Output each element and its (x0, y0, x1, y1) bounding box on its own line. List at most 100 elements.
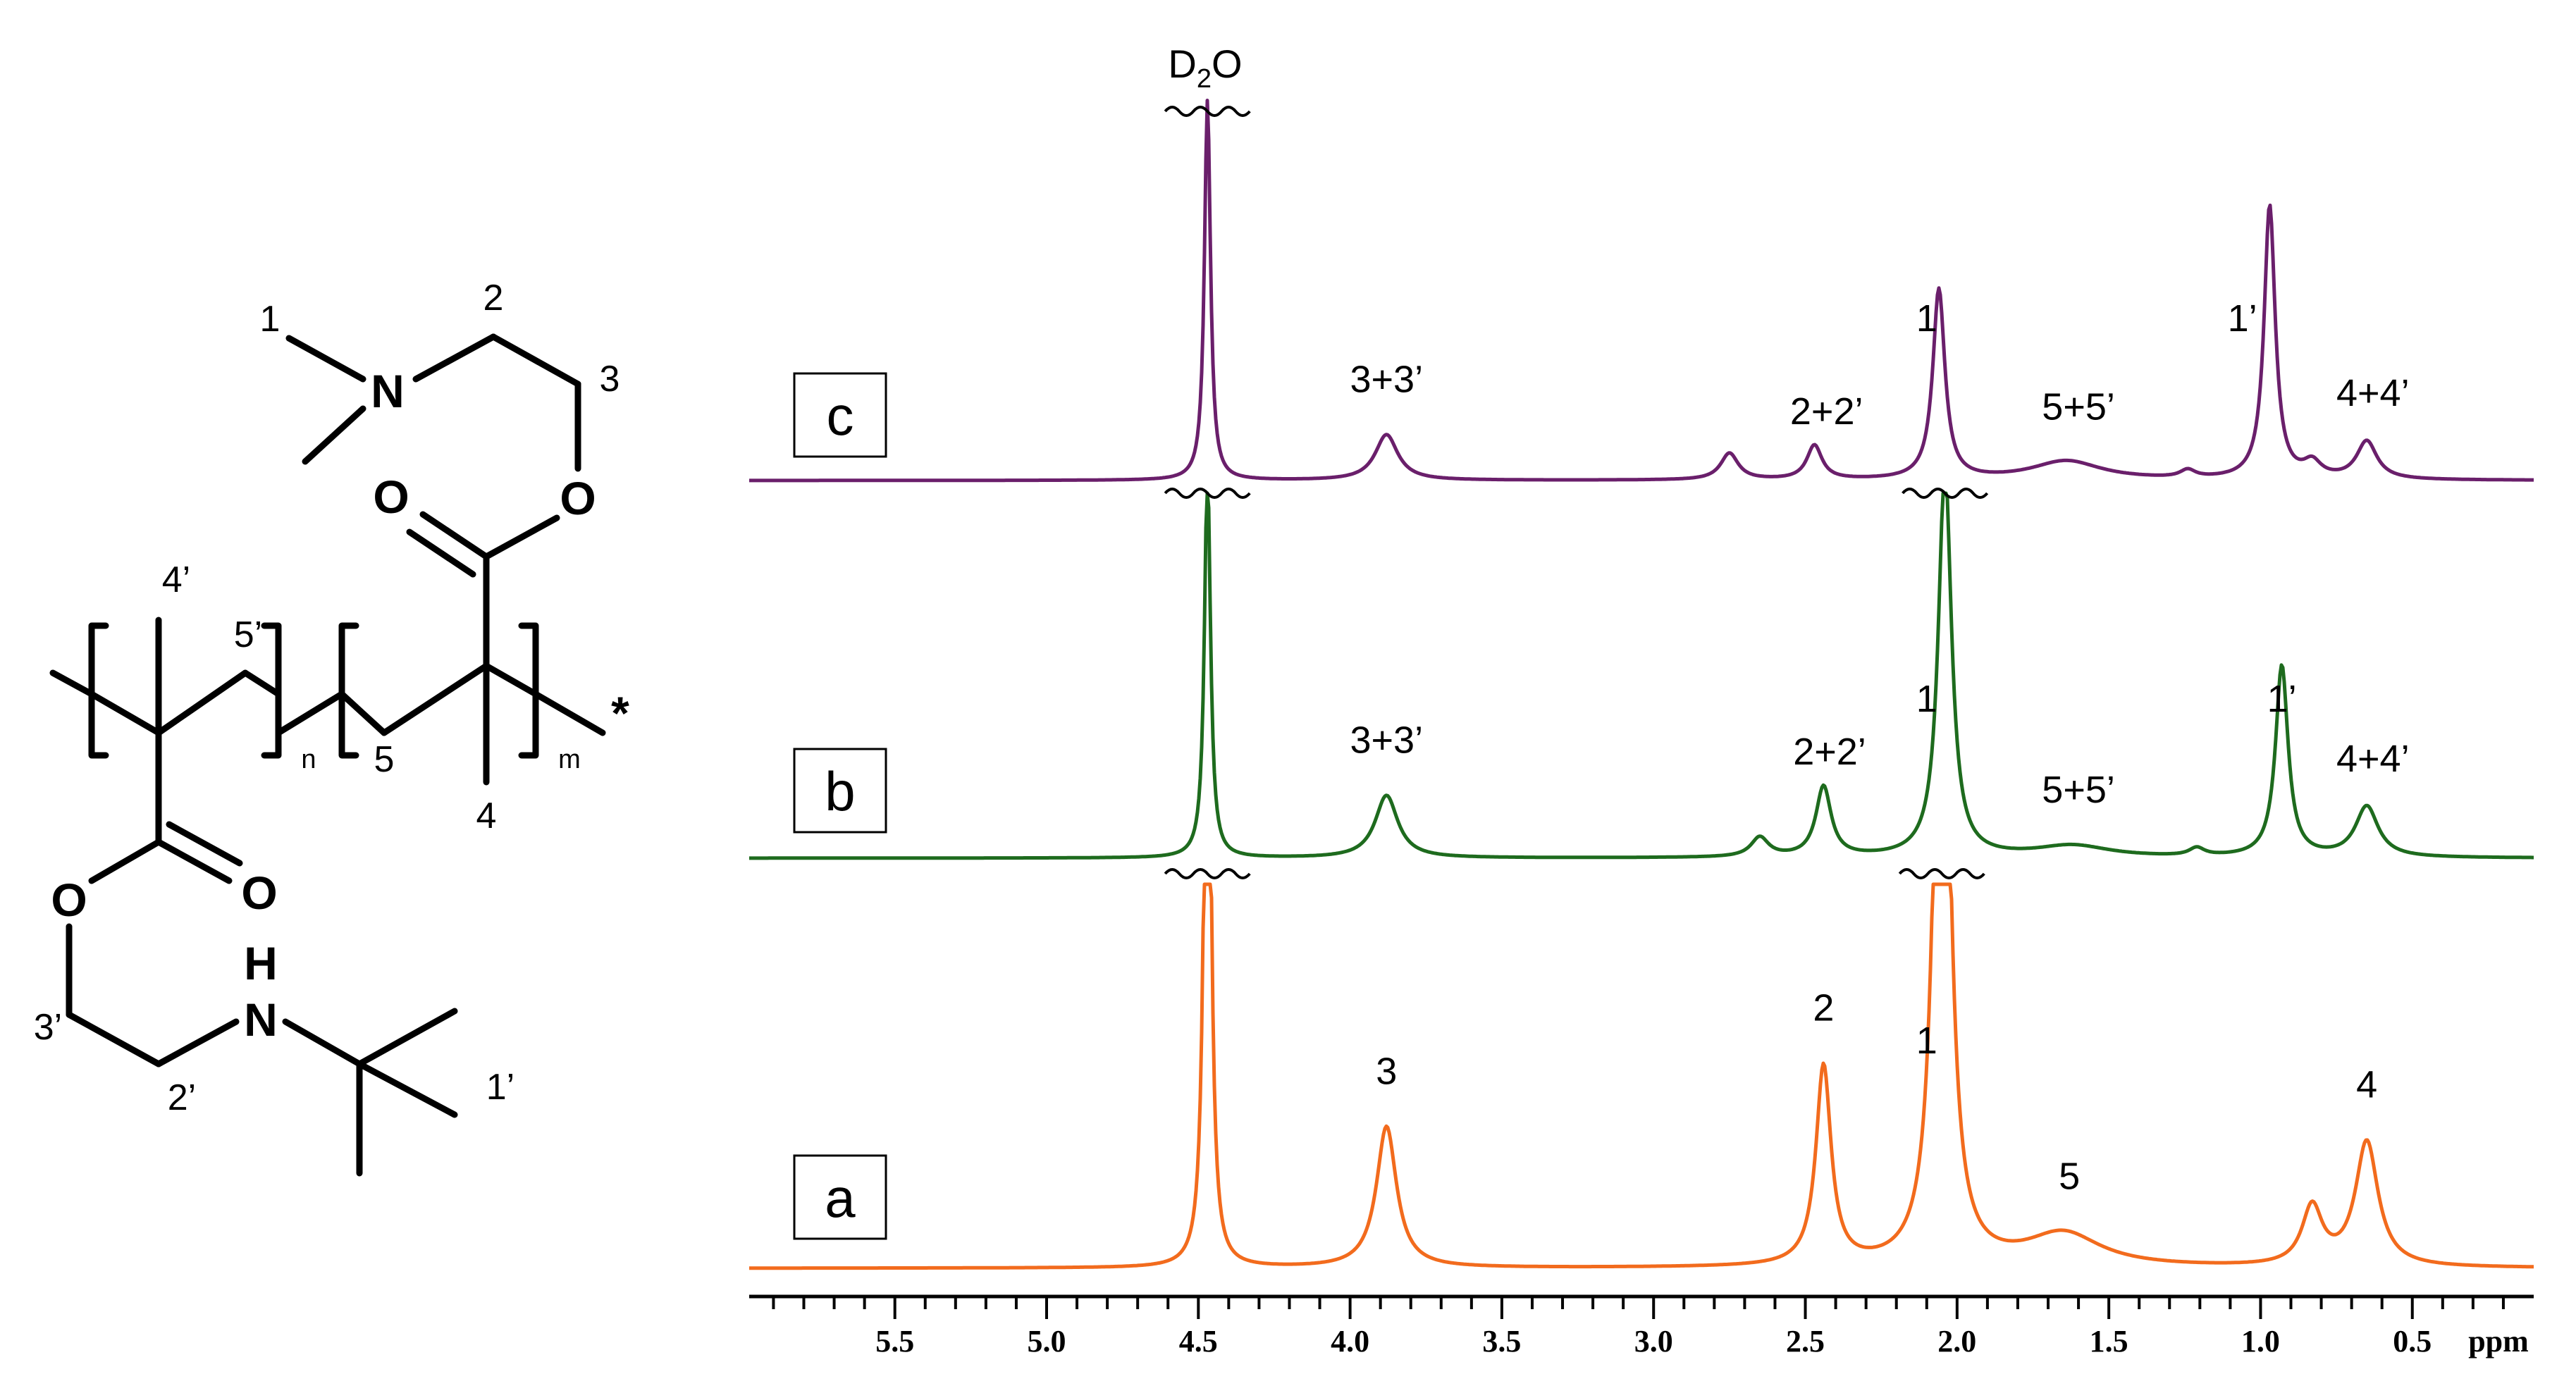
bond-cq-me2 (356, 1060, 458, 1118)
bond-n-m (275, 691, 345, 736)
break-mark-d2o-a (1164, 868, 1251, 879)
break-mark-1-a (1898, 868, 1985, 879)
solvent-label-tail: O (1212, 42, 1243, 86)
struct-label-2: 2 (483, 278, 504, 318)
bond-me1-n (285, 335, 366, 383)
bond-c4p-c5p (155, 669, 249, 736)
bond-me2-n (302, 405, 366, 465)
peak-annotations: 3 2 1 5 4 3+3’ 2+2’ 1 5+5’ 1’ 4+4’ 3+3’ 2+2’ 1 5+5’ 1’ 4… (1350, 297, 2409, 1197)
spectrum-trace-b (748, 491, 2534, 860)
x-axis-unit-label: ppm (2468, 1324, 2529, 1358)
bond-o-carbonyl-top (483, 514, 560, 560)
spectrum-trace-a (748, 882, 2534, 1270)
bracket-m-right (518, 622, 539, 759)
spectrum-box-b-label: b (825, 760, 855, 822)
struct-label-5: 5 (374, 739, 395, 780)
peak-label-c-2: 1 (1916, 297, 1937, 340)
atom-n-top: N (371, 365, 405, 417)
atom-nh-n: N (244, 994, 278, 1046)
bond-end-right (532, 691, 606, 736)
struct-label-m: m (558, 745, 581, 774)
bond-c2p-nh (155, 1018, 240, 1067)
struct-label-1: 1 (260, 299, 281, 340)
bond-n-c2 (412, 333, 497, 383)
peak-label-b-2: 1 (1916, 678, 1937, 720)
bond-nh-cq (282, 1018, 363, 1067)
break-mark-d2o-top (1164, 106, 1251, 117)
peak-label-a-4: 4 (2356, 1064, 2377, 1106)
peak-label-a-3: 5 (2059, 1155, 2080, 1197)
atom-o-ester-top: O (560, 472, 596, 524)
spectrum-box-a: a (793, 1154, 887, 1240)
x-tick-label: 4.0 (1331, 1324, 1369, 1358)
x-tick-label: 1.5 (2090, 1324, 2128, 1358)
solvent-label: D2O (1168, 42, 1242, 94)
struct-label-n: n (301, 745, 316, 774)
atom-o-carbonyl-top: O (373, 471, 409, 523)
struct-label-1p: 1’ (486, 1067, 514, 1108)
break-mark-1-b (1902, 488, 1989, 499)
bond-c5p-bracket (242, 669, 282, 698)
peak-label-c-0: 3+3’ (1350, 359, 1423, 401)
bond-co-double-1 (419, 511, 490, 560)
solvent-label-subscript: 2 (1197, 64, 1212, 94)
peak-label-a-2: 1 (1916, 1020, 1937, 1062)
copolymer-structure: N O O O O N H * 1 2 3 4’ 5’ 5 4 3’ 2’ 1’… (34, 278, 629, 1177)
solvent-label-main: D (1168, 42, 1196, 86)
x-tick-label: 3.5 (1482, 1324, 1521, 1358)
peak-label-c-5: 4+4’ (2336, 372, 2410, 414)
peak-label-b-0: 3+3’ (1350, 719, 1423, 762)
nmr-spectra: 3 2 1 5 4 3+3’ 2+2’ 1 5+5’ 1’ 4+4’ 3+3’ 2+2’ 1 5+5’ 1’ 4… (748, 42, 2534, 1358)
bracket-n-left (88, 622, 109, 759)
peak-label-a-1: 2 (1813, 987, 1834, 1029)
x-tick-label: 2.5 (1786, 1324, 1825, 1358)
atom-o-carbonyl-bottom: O (241, 867, 277, 919)
bracket-n-right (261, 622, 282, 759)
x-tick-label: 1.0 (2241, 1324, 2280, 1358)
end-star: * (611, 687, 629, 739)
spectrum-box-c: c (793, 372, 887, 458)
x-axis-ticks: 5.5 5.0 4.5 4.0 3.5 3.0 2.5 2.0 1.5 1.0 0.5 (772, 1296, 2505, 1358)
bond-c5-cq (381, 662, 490, 736)
struct-label-5p: 5’ (234, 614, 262, 655)
x-tick-label: 5.0 (1028, 1324, 1066, 1358)
bond-cq-me1 (356, 1008, 458, 1067)
peak-label-b-3: 5+5’ (2042, 769, 2115, 811)
struct-label-2p: 2’ (168, 1077, 196, 1118)
bond-bracket-c5 (338, 691, 388, 736)
peak-label-c-4: 1’ (2228, 297, 2257, 340)
spectrum-traces (748, 99, 2534, 1270)
peak-label-a-0: 3 (1376, 1050, 1397, 1092)
peak-label-b-1: 2+2’ (1793, 731, 1866, 773)
x-tick-label: 2.0 (1937, 1324, 1976, 1358)
peak-label-b-5: 4+4’ (2336, 738, 2410, 780)
x-tick-label: 5.5 (875, 1324, 914, 1358)
bond-c2-c3 (490, 333, 581, 388)
x-tick-label: 4.5 (1179, 1324, 1218, 1358)
x-tick-label: 0.5 (2393, 1324, 2432, 1358)
bracket-m-left (338, 622, 359, 759)
peak-break-marks (1164, 106, 1989, 879)
peak-label-b-4: 1’ (2267, 678, 2297, 720)
bond-co-double-2 (406, 528, 476, 578)
x-tick-label: 3.0 (1634, 1324, 1673, 1358)
bond-bracket-c4p (88, 691, 162, 736)
bond-co-double-3 (155, 838, 233, 884)
bond-cq-bracket (483, 662, 539, 698)
atom-nh-h: H (244, 937, 278, 989)
spectrum-trace-c (748, 99, 2534, 483)
spectrum-box-b: b (793, 748, 887, 834)
bond-carbonyl-o-bottom (88, 838, 162, 884)
spectrum-box-c-label: c (827, 385, 854, 447)
atom-o-ester-bottom: O (51, 874, 87, 926)
struct-label-4: 4 (476, 796, 497, 836)
break-mark-d2o-b (1164, 488, 1251, 499)
bond-end-left (49, 669, 95, 698)
bond-co-double-4 (166, 821, 243, 867)
peak-label-c-1: 2+2’ (1790, 390, 1863, 433)
bond-c3p-c2p (66, 1011, 162, 1067)
struct-label-3: 3 (600, 359, 620, 400)
spectrum-box-a-label: a (825, 1167, 856, 1229)
peak-label-c-3: 5+5’ (2042, 386, 2115, 428)
